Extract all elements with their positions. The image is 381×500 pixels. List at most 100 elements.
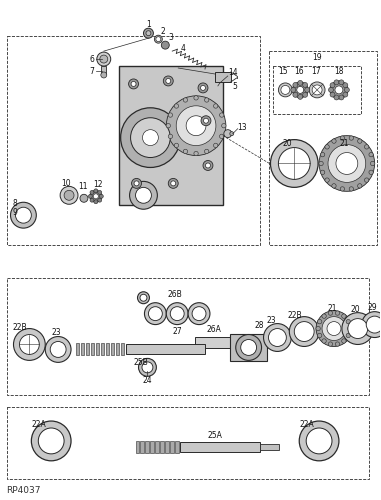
Circle shape <box>205 98 209 102</box>
Text: RP4037: RP4037 <box>6 486 41 495</box>
Circle shape <box>166 302 188 324</box>
Circle shape <box>166 78 171 84</box>
Bar <box>141 441 144 453</box>
Circle shape <box>136 124 164 152</box>
Bar <box>175 441 179 453</box>
Circle shape <box>342 339 346 343</box>
Circle shape <box>294 322 314 342</box>
Circle shape <box>322 316 346 340</box>
Bar <box>111 344 114 355</box>
Text: 23: 23 <box>267 316 276 325</box>
Circle shape <box>241 340 256 355</box>
Circle shape <box>100 55 108 63</box>
Text: 17: 17 <box>311 66 321 76</box>
Circle shape <box>19 334 39 354</box>
Circle shape <box>330 92 335 97</box>
Text: 16: 16 <box>295 66 304 76</box>
Circle shape <box>348 318 368 338</box>
Circle shape <box>192 306 206 320</box>
Circle shape <box>166 124 170 128</box>
Circle shape <box>334 80 339 85</box>
Circle shape <box>322 314 326 318</box>
Circle shape <box>50 342 66 357</box>
Circle shape <box>171 181 176 186</box>
Text: 12: 12 <box>93 180 102 189</box>
Circle shape <box>97 52 111 66</box>
Circle shape <box>203 160 213 170</box>
Circle shape <box>317 320 322 324</box>
Text: 8: 8 <box>12 199 17 208</box>
Circle shape <box>142 362 153 373</box>
Text: 4: 4 <box>181 44 186 52</box>
Circle shape <box>297 86 304 94</box>
Circle shape <box>213 143 218 148</box>
Circle shape <box>339 80 344 85</box>
Circle shape <box>31 421 71 461</box>
Text: 22A: 22A <box>32 420 46 428</box>
Bar <box>195 336 233 348</box>
Bar <box>106 344 109 355</box>
Circle shape <box>163 76 173 86</box>
Circle shape <box>292 82 308 98</box>
Circle shape <box>80 194 88 202</box>
Circle shape <box>183 98 187 102</box>
Circle shape <box>328 342 333 346</box>
Circle shape <box>131 178 141 188</box>
Bar <box>6 278 369 395</box>
Circle shape <box>343 92 348 97</box>
Circle shape <box>134 181 139 186</box>
Circle shape <box>170 306 184 320</box>
Text: 20: 20 <box>283 139 292 148</box>
Bar <box>101 66 106 74</box>
Text: 22B: 22B <box>12 323 27 332</box>
Bar <box>160 441 164 453</box>
Circle shape <box>99 194 103 198</box>
Circle shape <box>335 342 340 346</box>
Circle shape <box>330 81 348 99</box>
Circle shape <box>319 162 323 166</box>
Circle shape <box>140 294 147 301</box>
Circle shape <box>236 334 261 360</box>
Circle shape <box>298 94 303 100</box>
Circle shape <box>349 136 354 140</box>
Circle shape <box>344 88 349 92</box>
Circle shape <box>320 152 325 157</box>
Text: 26A: 26A <box>207 325 221 334</box>
Text: 2: 2 <box>161 26 166 36</box>
Text: 5: 5 <box>232 82 237 92</box>
Circle shape <box>293 82 298 87</box>
Text: 15: 15 <box>279 66 288 76</box>
Circle shape <box>339 95 344 100</box>
Circle shape <box>90 198 94 202</box>
Circle shape <box>101 72 107 78</box>
Circle shape <box>365 144 369 149</box>
Circle shape <box>60 186 78 204</box>
Circle shape <box>188 302 210 324</box>
Circle shape <box>369 170 373 174</box>
Circle shape <box>168 178 178 188</box>
Bar <box>146 441 149 453</box>
Circle shape <box>358 139 362 143</box>
Circle shape <box>346 334 351 338</box>
Bar <box>6 36 259 245</box>
Bar <box>150 441 154 453</box>
Circle shape <box>335 86 343 94</box>
Bar <box>165 441 169 453</box>
Circle shape <box>358 184 362 188</box>
Circle shape <box>230 132 234 136</box>
Circle shape <box>370 162 375 166</box>
Bar <box>126 344 205 354</box>
Bar <box>121 344 124 355</box>
Circle shape <box>291 88 296 92</box>
Circle shape <box>130 182 157 209</box>
Circle shape <box>365 178 369 182</box>
Circle shape <box>90 190 94 194</box>
Circle shape <box>279 83 292 97</box>
Circle shape <box>279 148 310 180</box>
Bar <box>215 72 231 82</box>
Circle shape <box>144 302 166 324</box>
Circle shape <box>156 36 161 42</box>
Text: 29: 29 <box>368 303 378 312</box>
Circle shape <box>303 92 307 98</box>
Text: 6: 6 <box>90 54 94 64</box>
